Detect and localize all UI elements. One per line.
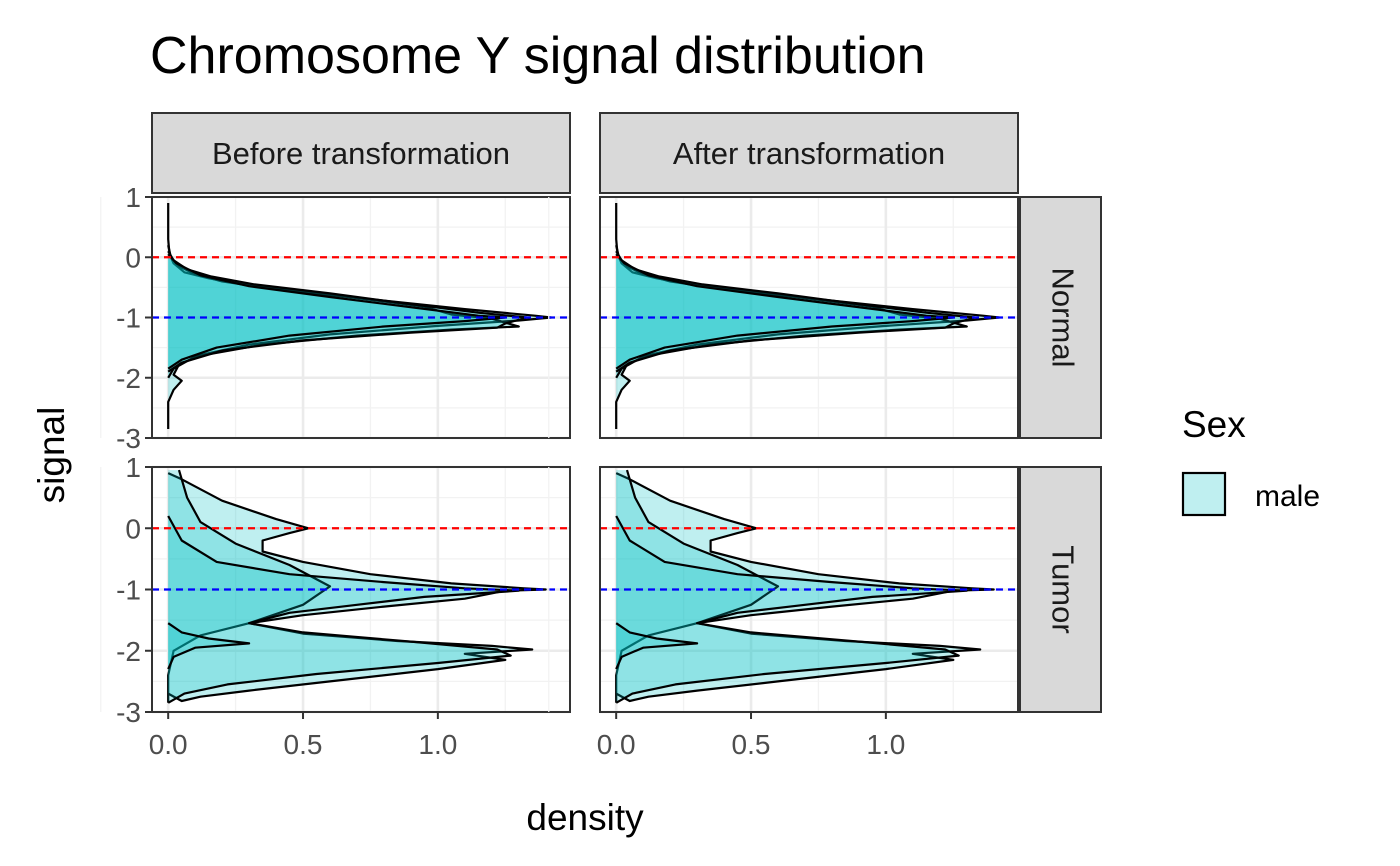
- panel-1-1: [548, 465, 1019, 714]
- density-fill-2: [168, 516, 519, 703]
- density-line-2: [615, 250, 976, 373]
- density-fill-0: [616, 203, 1000, 429]
- density-line-1: [615, 469, 982, 703]
- strip-label-col-0: Before transformation: [212, 136, 510, 171]
- legend-key-male: [1181, 471, 1227, 517]
- x-tick-label: 1.0: [866, 729, 905, 760]
- density-line-0: [167, 472, 547, 703]
- facet-panels: [100, 195, 1019, 714]
- y-tick-label: 0: [125, 513, 141, 544]
- strip-label-col-1: After transformation: [673, 136, 945, 171]
- strip-col-1: [599, 112, 1019, 194]
- y-tick-label: 1: [125, 452, 141, 483]
- y-tick-label: -3: [116, 423, 141, 454]
- strip-label-row-1: Tumor: [1045, 545, 1080, 633]
- y-tick-label: -1: [116, 303, 141, 334]
- panel-border: [599, 196, 1019, 439]
- density-fill-1: [168, 245, 519, 378]
- chart-title: Chromosome Y signal distribution: [150, 27, 926, 85]
- y-tick-label: 0: [125, 242, 141, 273]
- x-tick-label: 0.5: [284, 729, 323, 760]
- x-tick-label: 1.0: [418, 729, 457, 760]
- density-group: [167, 203, 553, 429]
- density-fill-3: [616, 254, 954, 369]
- legend-title: Sex: [1182, 404, 1246, 445]
- x-tick-label: 0.5: [732, 729, 771, 760]
- density-line-2: [167, 250, 528, 373]
- y-axis-title: signal: [31, 407, 72, 504]
- density-line-0: [615, 472, 995, 703]
- density-group: [167, 469, 547, 704]
- x-tick-label: 0.0: [149, 729, 188, 760]
- density-line-1: [167, 469, 534, 703]
- y-tick-label: 1: [125, 182, 141, 213]
- density-fill-2: [616, 516, 967, 703]
- density-line-2: [615, 515, 968, 704]
- strip-row-0: [1019, 196, 1102, 439]
- density-line-3: [167, 622, 251, 670]
- y-tick-label: -2: [116, 636, 141, 667]
- density-fill-0: [168, 203, 552, 429]
- y-tick-label: -1: [116, 575, 141, 606]
- y-tick-label: -3: [116, 697, 141, 728]
- panel-0-1: [548, 195, 1019, 440]
- y-tick-label: -2: [116, 363, 141, 394]
- x-axis: 0.0 0.5 1.0 0.0 0.5 1.0: [149, 712, 905, 760]
- row-strips: Normal Tumor: [1019, 196, 1102, 713]
- strip-row-1: [1019, 466, 1102, 713]
- strip-label-row-0: Normal: [1045, 268, 1080, 368]
- panel-1-0: [100, 465, 571, 714]
- density-fill-1: [616, 245, 967, 378]
- legend-label-male: male: [1255, 480, 1320, 513]
- column-strips: Before transformation After transformatio…: [151, 112, 1019, 194]
- x-axis-title: density: [526, 797, 644, 838]
- density-line-2: [167, 515, 520, 704]
- x-tick-label: 0.0: [597, 729, 636, 760]
- strip-col-0: [151, 112, 571, 194]
- density-fill-3: [168, 254, 506, 369]
- density-line-3: [615, 622, 699, 670]
- density-fill-0: [616, 473, 994, 703]
- panel-border: [599, 466, 1019, 713]
- y-axis: 10-1-2-310-1-2-3: [116, 182, 152, 728]
- density-fill-0: [168, 473, 546, 703]
- legend: Sex male: [1181, 404, 1320, 517]
- density-group: [615, 469, 995, 704]
- panel-0-0: [100, 195, 571, 440]
